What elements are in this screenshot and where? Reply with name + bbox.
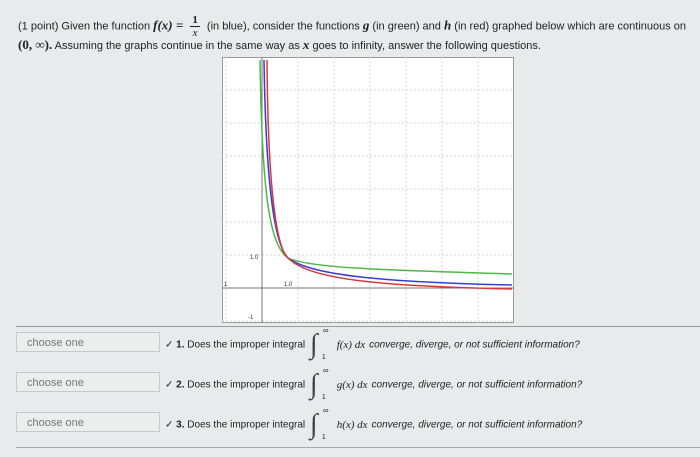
function-name: f(x) = bbox=[153, 17, 184, 33]
integral: ∫ ∞ 1 bbox=[309, 366, 329, 401]
h-symbol: h bbox=[443, 17, 452, 33]
integrand: h(x) dx bbox=[336, 418, 368, 431]
g-symbol: g bbox=[362, 17, 370, 33]
numerator: 1 bbox=[190, 14, 200, 27]
upper-limit: ∞ bbox=[322, 406, 329, 415]
lower-limit: 1 bbox=[321, 354, 326, 361]
graph-label: 1.0 bbox=[284, 282, 293, 288]
graph-label: 1 bbox=[224, 282, 228, 288]
question-number: 2. bbox=[176, 379, 185, 391]
x-symbol: x bbox=[302, 37, 310, 52]
upper-limit: ∞ bbox=[322, 326, 329, 335]
question-text: Does the improper integral bbox=[187, 339, 306, 351]
lower-limit: 1 bbox=[321, 394, 326, 401]
text: goes to infinity, answer the following q… bbox=[312, 40, 541, 52]
integral: ∫ ∞ 1 bbox=[309, 326, 329, 361]
problem-lead: (1 point) Given the function bbox=[18, 20, 151, 33]
integral: ∫ ∞ 1 bbox=[309, 406, 329, 441]
text: (in red) graphed below which are continu… bbox=[454, 20, 687, 33]
graph-label: -1 bbox=[248, 315, 254, 321]
question-number: 1. bbox=[176, 339, 185, 351]
question: ✓ 3. Does the improper integral ∫ ∞ 1 h(x)… bbox=[165, 406, 583, 441]
divider bbox=[16, 447, 700, 448]
upper-limit: ∞ bbox=[322, 366, 329, 375]
lower-limit: 1 bbox=[321, 434, 326, 441]
question: ✓ 2. Does the improper integral ∫ ∞ 1 g(x)… bbox=[165, 366, 583, 401]
options: converge, diverge, or not sufficient inf… bbox=[371, 419, 583, 431]
select[interactable]: choose one bbox=[16, 372, 160, 392]
grid bbox=[222, 57, 514, 323]
problem-line-2: (0, ∞). Assuming the graphs continue in … bbox=[18, 37, 541, 53]
question-text: Does the improper integral bbox=[187, 379, 306, 391]
denominator: x bbox=[192, 27, 198, 39]
divider bbox=[16, 326, 700, 327]
integrand: f(x) dx bbox=[336, 338, 366, 351]
text: (in blue), consider the functions bbox=[206, 20, 360, 33]
text: (in green) and bbox=[372, 20, 441, 33]
graph-label: 1.0 bbox=[250, 255, 259, 261]
select[interactable]: choose one bbox=[16, 332, 160, 352]
text: Assuming the graphs continue in the same… bbox=[54, 40, 300, 52]
question-number: 3. bbox=[176, 419, 185, 431]
curve-h bbox=[266, 59, 513, 290]
graph: 1.0 1 1.0 -1 bbox=[222, 57, 514, 323]
question: ✓ 1. Does the improper integral ∫ ∞ 1 f(x)… bbox=[165, 326, 580, 361]
options: converge, diverge, or not sufficient inf… bbox=[369, 339, 580, 351]
integrand: g(x) dx bbox=[336, 378, 368, 391]
interval: (0, ∞). bbox=[18, 37, 53, 52]
options: converge, diverge, or not sufficient inf… bbox=[371, 379, 583, 391]
select[interactable]: choose one bbox=[16, 412, 160, 432]
question-text: Does the improper integral bbox=[187, 419, 306, 431]
